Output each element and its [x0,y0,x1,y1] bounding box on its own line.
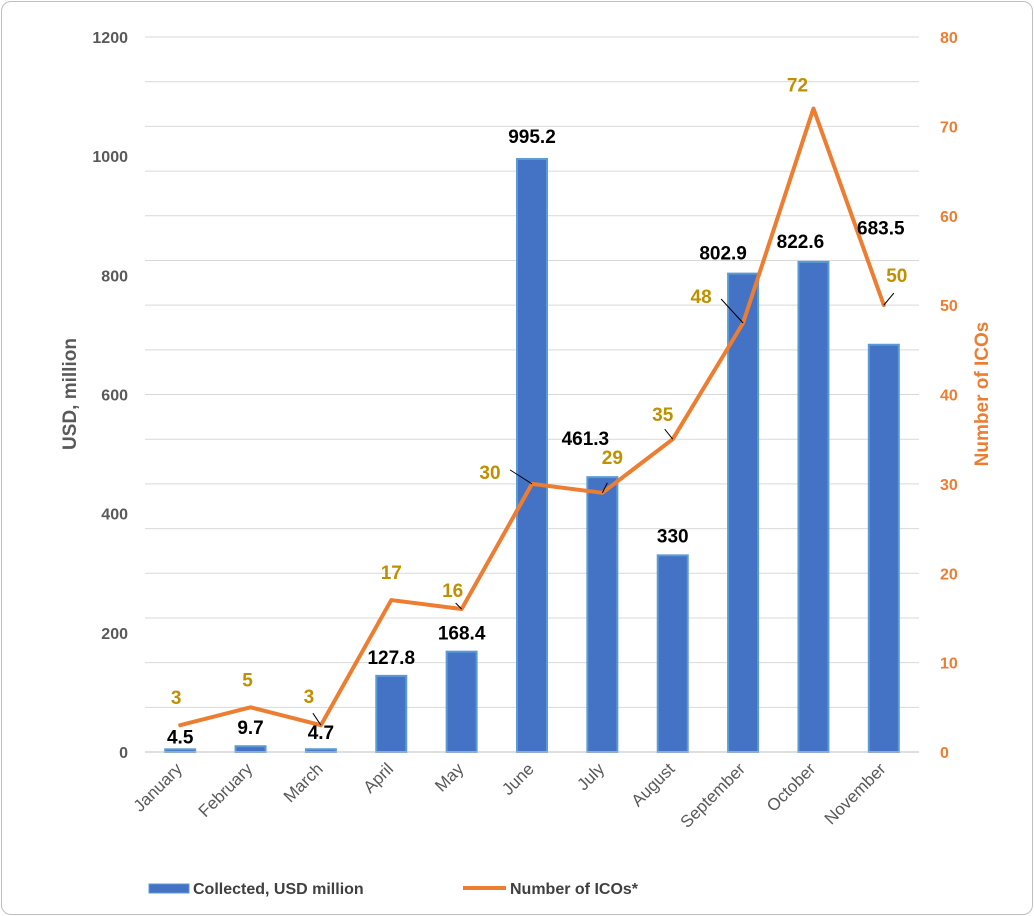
y-right-tick-label: 20 [940,566,958,583]
y-right-tick-label: 0 [940,745,949,762]
bar [797,260,830,753]
bar-data-label: 822.6 [777,232,825,253]
line-data-label: 17 [381,563,402,584]
y-right-tick-label: 10 [940,656,958,673]
y-left-tick-label: 0 [119,745,128,762]
leader-line [601,482,608,494]
bar [445,650,478,754]
y-axis-left-title: USD, million [60,338,81,450]
y-right-tick-label: 40 [940,388,958,405]
line-data-label: 29 [602,448,623,469]
leader-line [455,602,462,610]
bar-data-label: 4.7 [308,723,334,744]
y-right-tick-label: 30 [940,477,958,494]
bar [586,476,619,753]
x-tick-label: April [360,759,397,796]
y-left-tick-label: 1200 [92,30,128,47]
x-tick-label: July [573,759,608,794]
line-data-label: 48 [691,287,712,308]
x-tick-label: June [498,759,538,799]
leader-lines [312,292,895,726]
leader-line [883,292,895,306]
bar [234,745,267,753]
bar-data-label: 461.3 [562,429,610,450]
leader-line [509,469,533,485]
y-axis-right-title: Number of ICOs [972,322,993,467]
y-right-tick-label: 70 [940,119,958,136]
bar-data-label: 9.7 [237,718,263,739]
y-left-tick-label: 800 [101,268,128,285]
bar [867,343,900,753]
y-left-tick-label: 400 [101,507,128,524]
legend: Collected, USD million Number of ICOs* [148,881,639,898]
x-tick-label: March [280,759,327,806]
y-left-tick-label: 600 [101,388,128,405]
y-right-tick-label: 50 [940,298,958,315]
line-data-label: 30 [479,463,500,484]
leader-line [312,712,322,726]
bar [375,674,408,753]
bar [516,158,548,753]
leader-line [720,298,744,324]
x-tick-label: January [130,759,187,816]
bar-data-label: 802.9 [699,244,747,265]
bar-data-label: 330 [657,526,689,547]
bar-data-label: 127.8 [367,648,415,669]
line-data-label: 72 [787,76,808,97]
line-data-label: 50 [886,266,907,287]
y-right-tick-label: 60 [940,209,958,226]
bar [656,554,689,753]
line-data-label: 35 [652,405,674,426]
line-data-label: 3 [171,688,182,709]
line-data-label: 3 [304,687,315,708]
x-tick-label: August [628,759,679,810]
x-tick-label: February [195,759,257,821]
bar-data-label: 995.2 [508,127,556,148]
legend-label-bar: Collected, USD million [193,881,364,898]
legend-label-line: Number of ICOs* [510,881,639,898]
leader-line [664,428,674,440]
bar [727,272,760,753]
y-left-tick-label: 200 [101,626,128,643]
bar-data-labels: 4.5 9.7 4.7127.8168.4995.2461.3330802.9822… [167,127,905,748]
legend-swatch-bar [148,883,190,894]
line-data-label: 5 [242,670,253,691]
x-tick-label: September [677,759,749,831]
bar-data-label: 4.5 [167,727,194,748]
x-tick-label: October [763,759,819,815]
x-tick-label: November [821,759,890,828]
bar-series [164,158,900,754]
bar-data-label: 683.5 [857,219,905,240]
x-tick-label: May [431,759,467,795]
bar-data-label: 168.4 [438,624,486,645]
line-data-label: 16 [442,581,463,602]
y-right-tick-label: 80 [940,30,958,47]
y-left-tick-label: 1000 [92,149,128,166]
